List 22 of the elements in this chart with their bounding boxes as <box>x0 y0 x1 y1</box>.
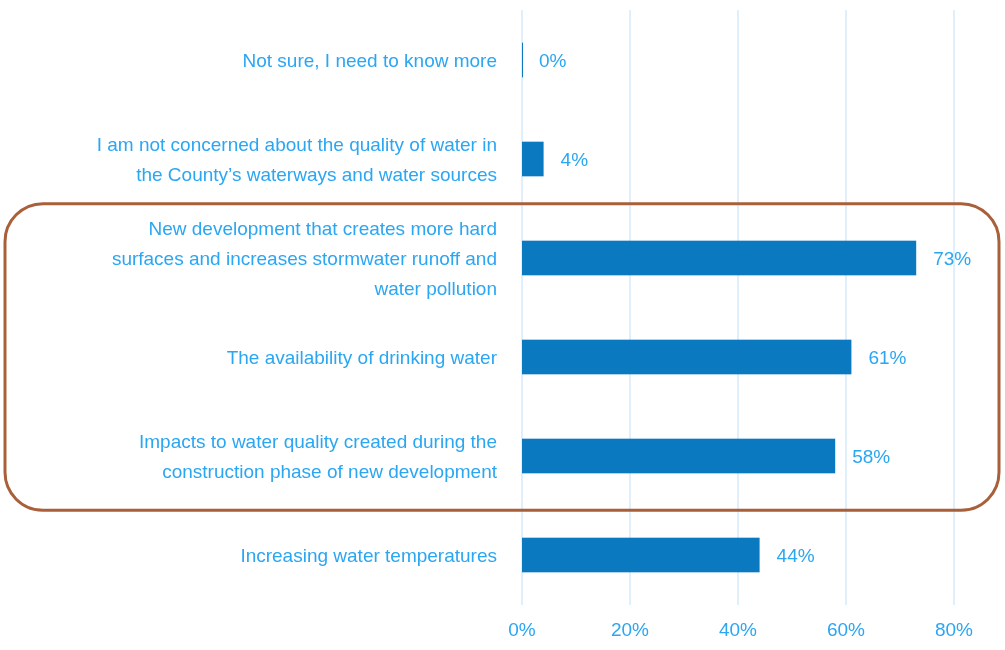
x-tick-label: 0% <box>508 619 536 640</box>
x-tick-label: 40% <box>718 619 758 640</box>
y-tick-label: Increasing water temperatures <box>240 544 497 566</box>
data-label: 58% <box>852 445 891 467</box>
y-tick-label: Impacts to water quality created during the construction phase of new development <box>138 430 498 482</box>
y-tick-label: New development that creates more hard surfaces and increases stormwater runoff and water pollution <box>111 217 497 299</box>
x-tick-label: 80% <box>934 619 974 640</box>
bar <box>522 240 917 276</box>
data-label: 44% <box>776 544 815 566</box>
y-tick-label: The availability of drinking water <box>226 346 498 368</box>
bar <box>522 537 760 573</box>
data-label: 4% <box>560 148 589 170</box>
x-tick-label: 20% <box>610 619 650 640</box>
y-tick-label: I am not concerned about the quality of water in the County’s waterways and water sources <box>96 133 497 185</box>
bar <box>522 339 852 375</box>
data-label: 73% <box>933 247 972 269</box>
bar <box>522 438 836 474</box>
bar <box>522 141 544 177</box>
data-label: 0% <box>539 49 567 71</box>
x-tick-label: 60% <box>826 619 866 640</box>
data-label: 61% <box>868 346 907 368</box>
y-tick-label: Not sure, I need to know more <box>242 49 497 71</box>
